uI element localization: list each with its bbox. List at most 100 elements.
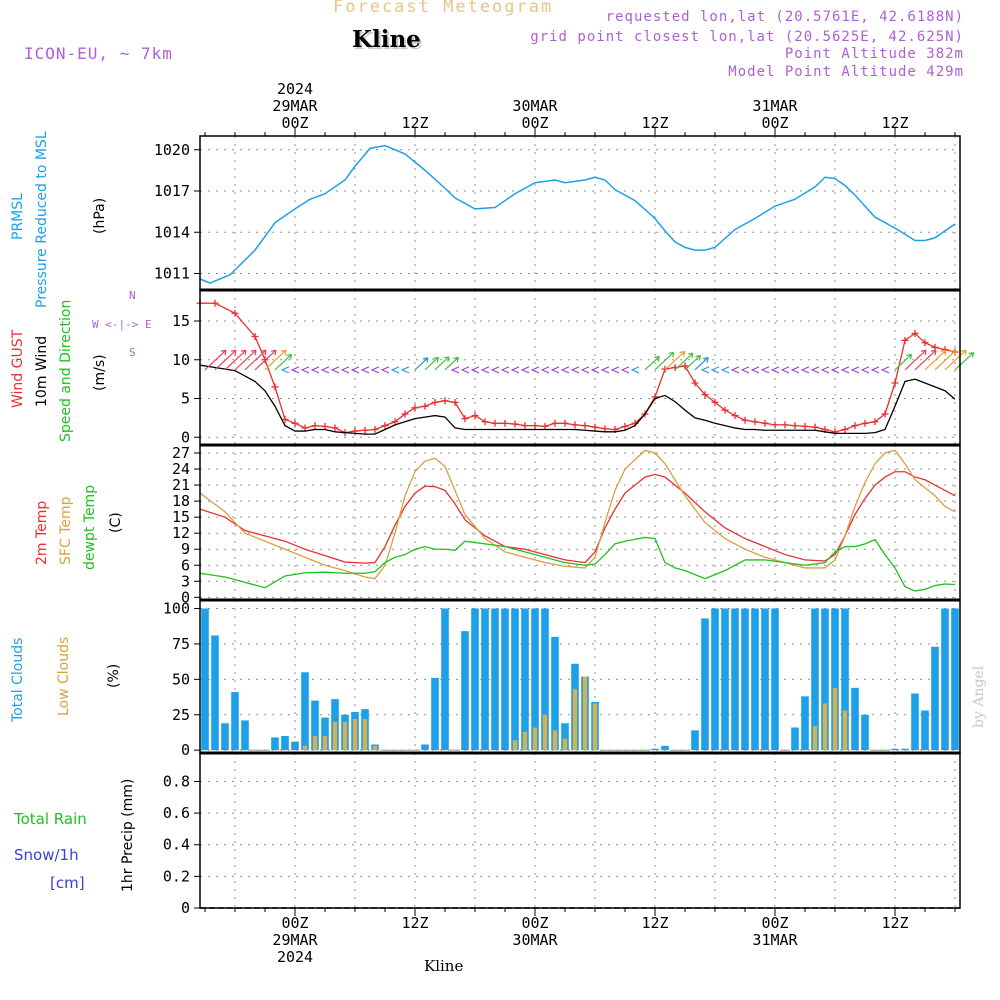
footer-station: Kline (424, 957, 464, 975)
gust-point (591, 423, 599, 431)
total-cloud-bar (291, 741, 299, 751)
total-cloud-bar (511, 608, 519, 751)
bottom-time-label: 12Z (401, 914, 428, 932)
low-cloud-bar (312, 736, 318, 751)
wind-arrow (894, 353, 913, 371)
clouds-ytick-label: 25 (172, 706, 190, 724)
gust-point (291, 419, 299, 427)
total-cloud-bar (901, 748, 909, 751)
t2m-series-line (199, 471, 956, 564)
low-cloud-bar (572, 689, 578, 751)
bottom-time-label: 30MAR (512, 931, 558, 949)
wind-arrow (350, 366, 360, 374)
gust-point (691, 379, 699, 387)
precip-label-rain: Total Rain (14, 810, 87, 828)
gust-point (461, 415, 469, 423)
wind-arrow (740, 366, 750, 374)
top-time-label: 12Z (641, 114, 668, 132)
total-cloud-bar (721, 608, 729, 751)
temp-ytick-label: 6 (181, 556, 190, 574)
gust-point (521, 422, 529, 430)
temp-ytick-label: 9 (181, 540, 190, 558)
total-cloud-bar (241, 720, 249, 751)
total-cloud-bar (911, 693, 919, 751)
wind-arrow (434, 356, 450, 371)
gust-point (381, 422, 389, 430)
gust-point (721, 406, 729, 414)
wind-arrow (770, 366, 780, 374)
wind-arrow (830, 366, 840, 374)
gust-point (881, 410, 889, 418)
gust-point (931, 343, 939, 351)
total-cloud-bar (691, 730, 699, 751)
bottom-time-label: 2024 (277, 948, 313, 966)
total-cloud-bar (791, 727, 799, 751)
low-cloud-bar (372, 745, 378, 751)
gust-point (841, 426, 849, 433)
gust-point (791, 422, 799, 430)
total-cloud-bar (461, 631, 469, 751)
gust-point (391, 418, 399, 426)
clouds-ytick-label: 75 (172, 635, 190, 653)
low-cloud-bar (832, 687, 838, 751)
wind-arrow (400, 366, 410, 374)
gust-point (421, 402, 429, 410)
wind-arrow (274, 353, 293, 371)
wind-arrow (244, 349, 267, 371)
wind-arrow (370, 366, 380, 374)
temp-ytick-label: 24 (172, 460, 190, 478)
bottom-time-label: 12Z (641, 914, 668, 932)
gust-point (301, 424, 309, 432)
temp-ytick-label: 15 (172, 508, 190, 526)
wind-arrow (254, 349, 277, 371)
gust-point (621, 422, 629, 430)
pressure-panel-frame (199, 135, 961, 291)
total-cloud-bar (551, 636, 559, 751)
wind-arrow (480, 366, 490, 374)
total-cloud-bar (831, 608, 839, 751)
total-cloud-bar (751, 608, 759, 751)
tsfc-series-line (199, 449, 956, 580)
wind-arrow (310, 366, 320, 374)
gust-point (751, 418, 759, 426)
wind-arrow (710, 366, 720, 374)
requested-coords: requested lon,lat (20.5761E, 42.6188N) (605, 9, 964, 25)
wind-arrow (760, 366, 770, 374)
top-time-label: 00Z (281, 114, 308, 132)
pressure-series-line (199, 144, 956, 284)
low-cloud-bar (532, 727, 538, 751)
wind-arrow (224, 349, 247, 371)
wind-arrow (570, 366, 580, 374)
precip-ytick-label: 0.8 (163, 772, 190, 790)
model-altitude: Model Point Altitude 429m (728, 64, 964, 80)
wind-ytick-label: 10 (172, 351, 190, 369)
wind-arrow (620, 366, 630, 374)
total-cloud-bar (661, 745, 669, 751)
total-cloud-bar (841, 608, 849, 751)
total-cloud-bar (811, 608, 819, 751)
wind-arrow (840, 366, 850, 374)
gust-point (211, 299, 219, 307)
total-cloud-bar (471, 608, 479, 751)
gust-point (891, 379, 899, 387)
bottom-time-label: 12Z (881, 914, 908, 932)
wind-arrow (820, 366, 830, 374)
low-cloud-bar (822, 703, 828, 751)
low-cloud-bar (332, 721, 338, 751)
gust-point (271, 383, 279, 391)
temp-ytick-label: 0 (181, 588, 190, 606)
total-cloud-bar (311, 700, 319, 751)
gust-point (361, 426, 369, 434)
wind-arrow (720, 366, 730, 374)
temp-ytick-label: 27 (172, 444, 190, 462)
gust-point (571, 421, 579, 429)
top-time-label: 00Z (761, 114, 788, 132)
low-cloud-bar (842, 710, 848, 751)
gust-point (711, 398, 719, 406)
gust-point (481, 418, 489, 426)
total-cloud-bar (651, 748, 659, 751)
compass-n: N (129, 289, 136, 302)
pressure-ytick-label: 1020 (154, 141, 190, 159)
total-cloud-bar (541, 608, 549, 751)
wind-arrow (264, 349, 287, 371)
